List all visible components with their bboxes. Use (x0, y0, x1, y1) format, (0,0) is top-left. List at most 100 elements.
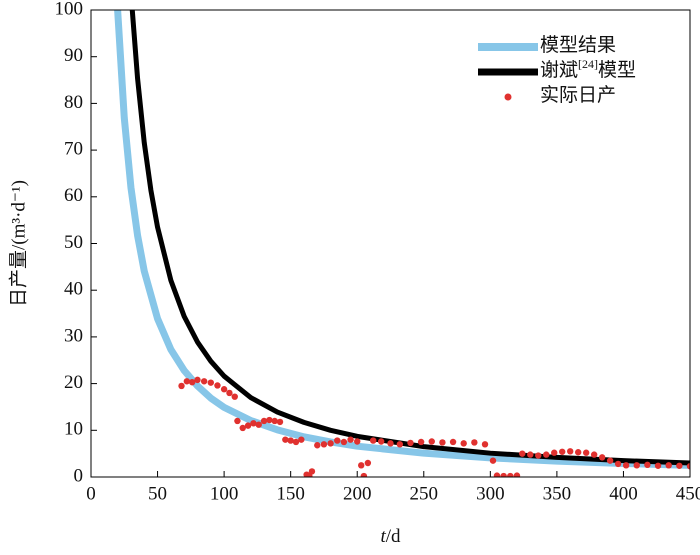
legend-label: 实际日产 (540, 84, 616, 106)
data-point (369, 437, 377, 444)
x-tick-label: 250 (410, 483, 439, 504)
data-point (282, 436, 289, 443)
data-point (622, 462, 630, 469)
y-tick-label: 80 (64, 92, 83, 113)
data-point (559, 448, 566, 455)
data-point (519, 450, 526, 457)
data-point (354, 438, 361, 445)
data-point (500, 472, 507, 477)
data-point (654, 462, 662, 469)
model-curve (129, 10, 690, 466)
data-point (676, 462, 683, 469)
data-point (513, 472, 521, 477)
data-point (231, 393, 238, 400)
x-tick-label: 100 (210, 483, 239, 504)
data-point (308, 468, 316, 475)
y-tick-label: 30 (64, 325, 83, 346)
data-point (574, 449, 582, 456)
data-point (287, 437, 294, 444)
data-point (327, 440, 334, 447)
data-point (686, 463, 690, 470)
data-point (347, 436, 354, 443)
data-point (239, 424, 246, 432)
y-tick-label: 70 (64, 138, 83, 159)
x-tick-label: 50 (148, 483, 167, 504)
data-point (360, 472, 368, 477)
data-point (606, 457, 614, 464)
data-point (358, 462, 365, 469)
y-tick-label: 60 (64, 185, 83, 206)
data-point (200, 378, 208, 385)
x-tick-label: 150 (276, 483, 305, 504)
data-point (188, 378, 196, 386)
data-point (255, 421, 262, 428)
x-axis-label: t/d (380, 526, 401, 547)
data-point (364, 459, 372, 467)
data-point (614, 460, 622, 468)
y-axis-label: 日产量/(m³·d⁻¹) (7, 180, 29, 307)
data-point (250, 420, 257, 427)
data-point (387, 440, 394, 447)
data-point (551, 449, 558, 456)
legend-label: 谢斌[24]模型 (540, 57, 636, 82)
data-point (543, 451, 550, 458)
data-point (298, 436, 305, 443)
x-tick-label: 450 (676, 483, 700, 504)
y-tick-label: 20 (64, 372, 83, 393)
data-point (194, 376, 201, 384)
data-point (320, 441, 328, 448)
data-point (489, 457, 497, 464)
data-point (340, 438, 348, 446)
data-point (481, 441, 489, 448)
data-point (633, 462, 640, 469)
data-point (417, 438, 425, 446)
data-point (644, 461, 651, 469)
data-point (449, 438, 457, 446)
x-tick-label: 400 (609, 483, 638, 504)
data-point (220, 386, 228, 393)
data-point (214, 382, 221, 389)
y-tick-label: 90 (64, 45, 83, 66)
data-point (471, 439, 478, 446)
data-point (292, 438, 300, 446)
legend-label: 模型结果 (540, 34, 616, 56)
y-tick-label: 40 (64, 279, 83, 300)
data-point (266, 416, 273, 424)
data-point (276, 418, 284, 426)
y-tick-label: 100 (55, 0, 84, 19)
y-tick-label: 10 (64, 419, 83, 440)
legend-marker (504, 93, 512, 101)
data-point (407, 439, 414, 447)
data-point (226, 389, 233, 397)
data-point (234, 417, 241, 425)
data-point (507, 472, 514, 477)
data-point (567, 448, 574, 455)
data-point (334, 437, 341, 444)
data-point (535, 452, 542, 459)
data-point (396, 441, 404, 448)
data-point (178, 382, 185, 390)
x-tick-label: 200 (343, 483, 372, 504)
data-point (244, 422, 252, 429)
model-curve (114, 10, 690, 469)
data-point (493, 472, 501, 477)
x-tick-label: 350 (543, 483, 572, 504)
y-tick-label: 50 (64, 232, 83, 253)
x-tick-label: 300 (476, 483, 505, 504)
data-point (271, 417, 278, 425)
data-point (183, 378, 191, 385)
data-point (428, 438, 435, 445)
y-tick-label: 0 (74, 465, 84, 486)
x-tick-label: 0 (86, 483, 96, 504)
data-point (598, 454, 606, 461)
data-point (439, 439, 446, 446)
data-point (590, 451, 598, 458)
data-point (665, 462, 672, 469)
plot-area (114, 10, 690, 477)
data-point (260, 417, 268, 425)
data-point (460, 440, 467, 447)
data-point (377, 438, 385, 445)
data-point (314, 442, 321, 449)
data-point (527, 451, 534, 458)
